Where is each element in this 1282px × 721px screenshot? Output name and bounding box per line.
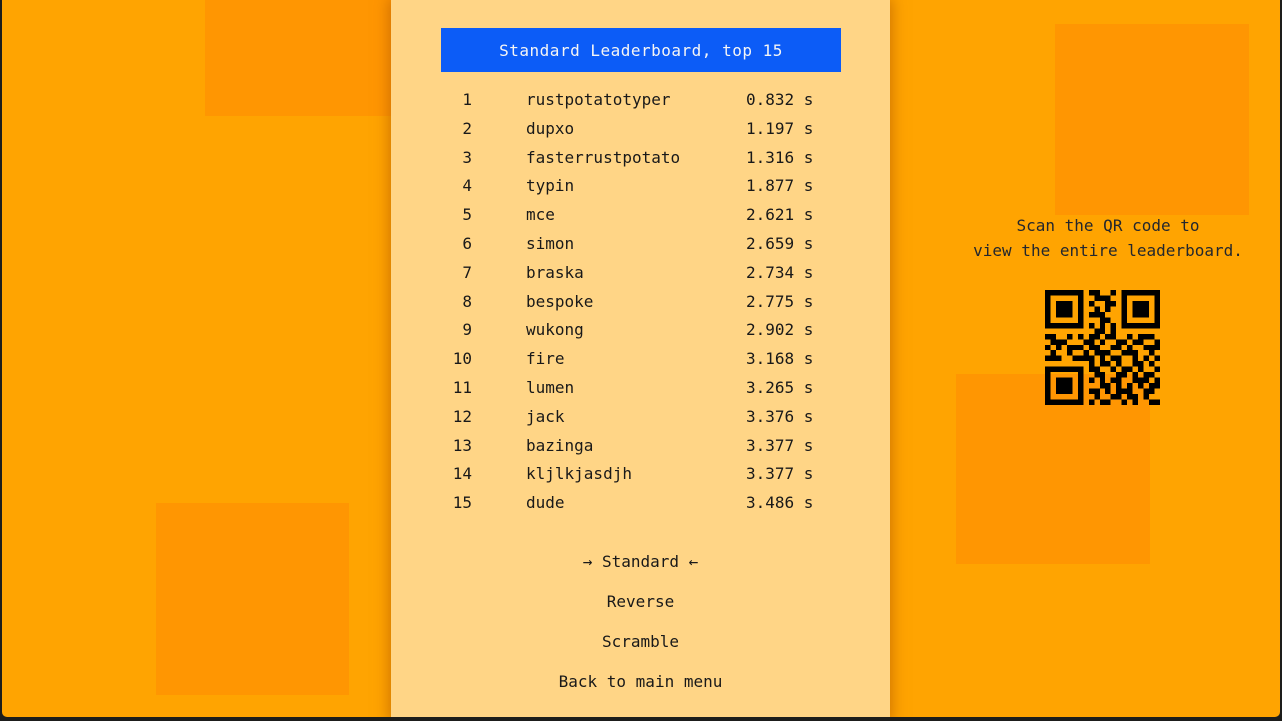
row-time: 2.659 s: [746, 233, 814, 253]
row-player-name: typin: [526, 176, 575, 196]
row-player-name: braska: [526, 262, 584, 282]
row-rank: 6: [462, 233, 472, 253]
row-time: 3.377 s: [746, 435, 814, 455]
row-time: 2.621 s: [746, 205, 814, 225]
decor-tile-bottom-left: [156, 503, 349, 695]
row-time: 2.775 s: [746, 291, 814, 311]
row-rank: 1: [462, 90, 472, 109]
qr-caption-line2: view the entire leaderboard.: [973, 241, 1243, 260]
leaderboard-row: 7 braska 2.734 s: [391, 258, 890, 287]
qr-caption: Scan the QR code to view the entire lead…: [966, 213, 1250, 263]
decor-tile-bottom-right: [956, 374, 1150, 564]
row-player-name: lumen: [526, 377, 575, 397]
qr-code: [1045, 290, 1160, 405]
leaderboard-row: 12 jack 3.376 s: [391, 402, 890, 431]
qr-caption-line1: Scan the QR code to: [1016, 216, 1200, 235]
leaderboard-row: 3 fasterrustpotato 1.316 s: [391, 143, 890, 172]
row-time: 1.197 s: [746, 118, 814, 138]
row-player-name: wukong: [526, 320, 584, 340]
leaderboard-row: 5 mce 2.621 s: [391, 200, 890, 229]
leaderboard-header: Standard Leaderboard, top 15: [441, 28, 841, 72]
row-time: 3.265 s: [746, 377, 814, 397]
row-rank: 11: [452, 377, 472, 397]
row-rank: 9: [462, 320, 472, 340]
row-player-name: rustpotatotyper: [526, 90, 671, 109]
leaderboard-menu: → Standard ← Reverse Scramble Back to main …: [391, 541, 890, 701]
row-time: 3.376 s: [746, 406, 814, 426]
row-player-name: simon: [526, 233, 575, 253]
row-rank: 10: [452, 349, 472, 369]
row-time: 3.486 s: [746, 493, 814, 513]
row-rank: 12: [452, 406, 472, 426]
row-player-name: dupxo: [526, 118, 575, 138]
leaderboard-panel: Standard Leaderboard, top 15 1 rustpotato…: [391, 0, 890, 717]
menu-item-back-to-main-menu[interactable]: Back to main menu: [558, 671, 723, 691]
leaderboard-row: 10 fire 3.168 s: [391, 344, 890, 373]
row-rank: 3: [462, 147, 472, 167]
row-player-name: fire: [526, 349, 565, 369]
row-rank: 14: [452, 464, 472, 484]
menu-item-scramble[interactable]: Scramble: [601, 631, 680, 651]
row-player-name: bazinga: [526, 435, 594, 455]
row-player-name: bespoke: [526, 291, 594, 311]
decor-tile-top-left: [205, 0, 393, 116]
row-time: 1.316 s: [746, 147, 814, 167]
row-rank: 7: [462, 262, 472, 282]
row-time: 1.877 s: [746, 176, 814, 196]
row-rank: 2: [462, 118, 472, 138]
leaderboard-row: 14 kljlkjasdjh 3.377 s: [391, 459, 890, 488]
menu-item-reverse[interactable]: Reverse: [606, 591, 675, 611]
leaderboard-rows: 1 rustpotatotyper 0.832 s 2 dupxo 1.197 s 3 fas…: [391, 85, 890, 517]
row-time: 2.734 s: [746, 262, 814, 282]
leaderboard-row: 1 rustpotatotyper 0.832 s: [391, 85, 890, 114]
leaderboard-row: 11 lumen 3.265 s: [391, 373, 890, 402]
decor-tile-top-right: [1055, 24, 1249, 215]
row-rank: 4: [462, 176, 472, 196]
row-player-name: mce: [526, 205, 555, 225]
row-rank: 15: [452, 493, 472, 513]
leaderboard-row: 15 dude 3.486 s: [391, 488, 890, 517]
row-time: 0.832 s: [746, 90, 814, 109]
leaderboard-row: 9 wukong 2.902 s: [391, 315, 890, 344]
row-time: 3.377 s: [746, 464, 814, 484]
row-time: 2.902 s: [746, 320, 814, 340]
row-player-name: fasterrustpotato: [526, 147, 681, 167]
row-player-name: kljlkjasdjh: [526, 464, 632, 484]
leaderboard-row: 2 dupxo 1.197 s: [391, 114, 890, 143]
row-time: 3.168 s: [746, 349, 814, 369]
row-rank: 5: [462, 205, 472, 225]
leaderboard-row: 4 typin 1.877 s: [391, 171, 890, 200]
row-player-name: jack: [526, 406, 565, 426]
leaderboard-row: 13 bazinga 3.377 s: [391, 431, 890, 460]
row-rank: 13: [452, 435, 472, 455]
menu-item-standard[interactable]: → Standard ←: [582, 551, 699, 571]
leaderboard-row: 6 simon 2.659 s: [391, 229, 890, 258]
leaderboard-row: 8 bespoke 2.775 s: [391, 287, 890, 316]
row-player-name: dude: [526, 493, 565, 513]
row-rank: 8: [462, 291, 472, 311]
leaderboard-title: Standard Leaderboard, top 15: [499, 40, 783, 60]
